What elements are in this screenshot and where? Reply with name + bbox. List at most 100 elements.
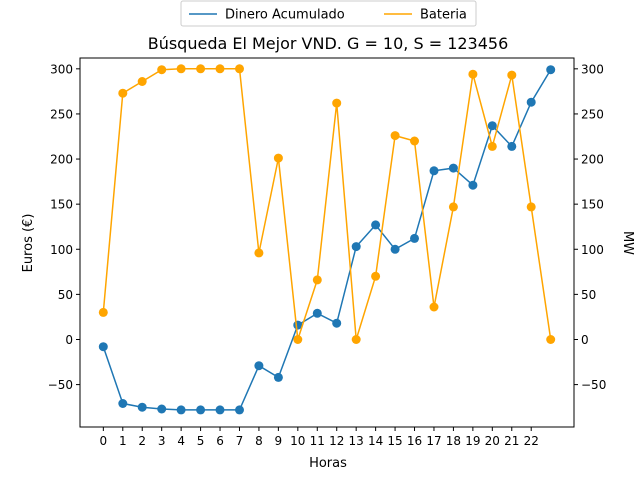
series-1-point bbox=[410, 233, 419, 243]
y-tick-label: 300 bbox=[50, 62, 73, 76]
series-2-point bbox=[468, 69, 478, 79]
plot-frame bbox=[79, 57, 575, 428]
series-2-point bbox=[371, 271, 381, 281]
series-2-point bbox=[293, 335, 303, 344]
legend-box bbox=[180, 0, 477, 27]
series-2-point bbox=[507, 70, 517, 80]
series-1-point bbox=[526, 97, 536, 107]
y2-tick-label: 150 bbox=[581, 198, 604, 212]
y-tick-label: −50 bbox=[48, 378, 73, 392]
series-2-point bbox=[526, 202, 536, 212]
series-2-point bbox=[429, 302, 439, 312]
legend-label-1: Dinero Acumulado bbox=[225, 8, 345, 23]
x-tick-label: 21 bbox=[504, 434, 519, 448]
y2-tick-label: 100 bbox=[581, 243, 604, 257]
series-2-point bbox=[546, 335, 556, 344]
x-tick-label: 20 bbox=[485, 434, 500, 448]
y2-tick-label: 250 bbox=[581, 107, 604, 121]
y2-tick-label: 200 bbox=[581, 153, 604, 167]
series-1-point bbox=[215, 405, 225, 415]
series-1-point bbox=[196, 405, 206, 415]
series-2-point bbox=[118, 88, 128, 98]
series-1-point bbox=[137, 402, 147, 412]
legend: Dinero Acumulado Bateria bbox=[180, 0, 477, 27]
series-2-point bbox=[98, 307, 108, 317]
x-tick-label: 4 bbox=[177, 434, 185, 448]
x-tick-label: 18 bbox=[446, 434, 461, 448]
x-tick-label: 0 bbox=[100, 434, 108, 448]
x-axis-label: Horas bbox=[309, 456, 347, 471]
x-tick-label: 13 bbox=[349, 434, 364, 448]
y2-tick-label: 0 bbox=[581, 333, 589, 347]
series-2-point bbox=[273, 153, 283, 163]
series-2-point bbox=[254, 248, 264, 258]
x-tick-label: 6 bbox=[216, 434, 224, 448]
series-2-point bbox=[196, 64, 206, 74]
x-tick-label: 8 bbox=[255, 434, 263, 448]
series-1-point bbox=[118, 399, 128, 408]
series-1-point bbox=[312, 308, 322, 318]
x-tick-label: 10 bbox=[290, 434, 305, 448]
series-line-1 bbox=[102, 69, 552, 411]
series-1-point bbox=[351, 242, 361, 252]
series-2-point bbox=[215, 64, 225, 74]
series-line-2 bbox=[102, 68, 552, 340]
x-tick-label: 22 bbox=[524, 434, 539, 448]
series-1-point bbox=[487, 121, 497, 131]
series-2-point bbox=[235, 64, 244, 74]
series-1-point bbox=[429, 166, 439, 176]
x-tick-label: 16 bbox=[407, 434, 422, 448]
x-tick-label: 15 bbox=[387, 434, 402, 448]
x-tick-label: 12 bbox=[329, 434, 344, 448]
series-2-point bbox=[176, 64, 186, 74]
series-2-point bbox=[410, 136, 419, 146]
x-tick-label: 14 bbox=[368, 434, 383, 448]
y-tick-label: 250 bbox=[50, 107, 73, 121]
series-2-point bbox=[448, 202, 458, 212]
x-tick-label: 2 bbox=[138, 434, 146, 448]
x-tick-label: 11 bbox=[310, 434, 325, 448]
series-1-point bbox=[98, 342, 108, 352]
legend-label-2: Bateria bbox=[420, 8, 467, 23]
series-1-point bbox=[235, 405, 244, 415]
series-1-point bbox=[448, 163, 458, 173]
series-2-point bbox=[312, 275, 322, 285]
plot-area bbox=[98, 64, 556, 415]
axes: 0 1 2 3 4 5 6 7 8 9 10 11 12 13 14 15 16 17 18 19 20 21 22−500… bbox=[48, 57, 606, 448]
y2-tick-label: 300 bbox=[581, 62, 604, 76]
series-2-point bbox=[487, 141, 497, 151]
y2-axis-label: MW bbox=[620, 231, 635, 255]
y2-tick-label: 50 bbox=[581, 288, 596, 302]
y-tick-label: 200 bbox=[50, 153, 73, 167]
x-tick-label: 9 bbox=[275, 434, 283, 448]
series-1-point bbox=[332, 318, 342, 328]
series-1-point bbox=[371, 220, 381, 230]
series-1-point bbox=[390, 244, 400, 254]
series-2-point bbox=[332, 98, 342, 108]
series-2-point bbox=[157, 65, 167, 75]
y-tick-label: 0 bbox=[65, 333, 73, 347]
series-1-point bbox=[468, 180, 478, 190]
series-2-point bbox=[137, 77, 147, 86]
y-tick-label: 100 bbox=[50, 243, 73, 257]
series-1-point bbox=[254, 361, 264, 371]
series-2-point bbox=[390, 131, 400, 141]
series-1-point bbox=[176, 405, 186, 415]
x-tick-label: 5 bbox=[197, 434, 205, 448]
series-2-point bbox=[351, 335, 361, 344]
x-tick-label: 19 bbox=[465, 434, 480, 448]
series-1-point bbox=[507, 141, 517, 151]
y-tick-label: 150 bbox=[50, 198, 73, 212]
chart-title: Búsqueda El Mejor VND. G = 10, S = 12345… bbox=[148, 34, 509, 53]
y-tick-label: 50 bbox=[58, 288, 73, 302]
x-tick-label: 17 bbox=[426, 434, 441, 448]
x-tick-label: 3 bbox=[158, 434, 166, 448]
series-1-point bbox=[546, 65, 556, 75]
y-axis-label: Euros (€) bbox=[21, 214, 36, 273]
x-tick-label: 1 bbox=[119, 434, 127, 448]
y2-tick-label: −50 bbox=[581, 378, 606, 392]
series-1-point bbox=[273, 372, 283, 382]
x-tick-label: 7 bbox=[236, 434, 244, 448]
series-1-point bbox=[157, 404, 167, 414]
